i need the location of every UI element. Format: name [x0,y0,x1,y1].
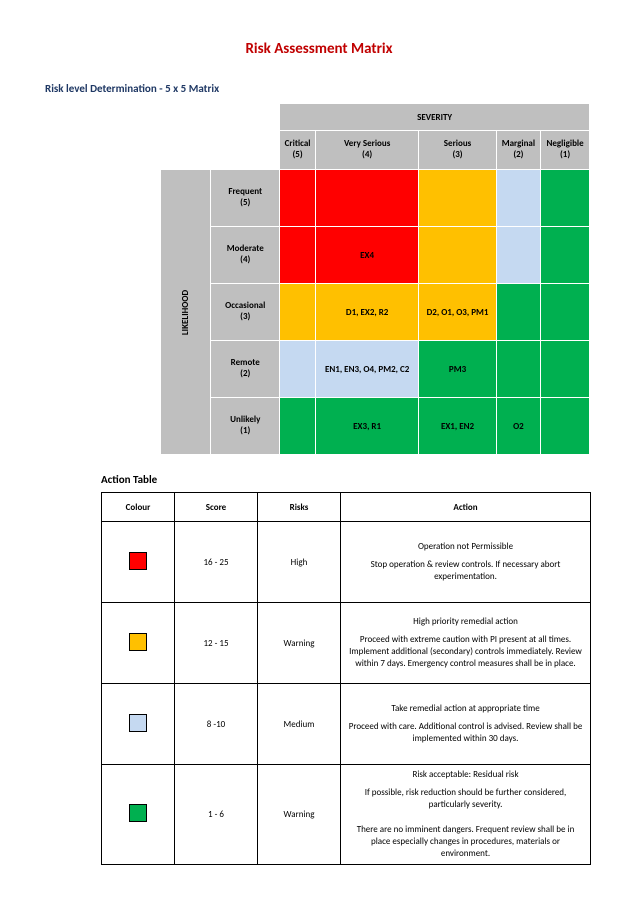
action-header: Action [341,493,591,522]
color-swatch [129,552,147,570]
action-swatch-cell [102,765,175,865]
matrix-cell [541,341,590,398]
matrix-cell: EX3, R1 [315,398,418,455]
matrix-cell [541,170,590,227]
matrix-cell [280,170,316,227]
matrix-cell [496,341,540,398]
severity-col: Critical(5) [280,131,316,170]
action-risk: Warning [258,603,341,684]
matrix-cell [419,227,496,284]
likelihood-row: Frequent(5) [211,170,280,227]
matrix-cell [280,398,316,455]
action-header: Score [175,493,258,522]
action-swatch-cell [102,522,175,603]
matrix-cell [419,170,496,227]
matrix-cell: D2, O1, O3, PM1 [419,284,496,341]
matrix-cell [496,170,540,227]
page-title: Risk Assessment Matrix [45,40,593,58]
matrix-cell [541,227,590,284]
matrix-cell [280,284,316,341]
action-score: 1 - 6 [175,765,258,865]
color-swatch [129,714,147,732]
color-swatch [129,633,147,651]
action-score: 16 - 25 [175,522,258,603]
action-description: High priority remedial actionProceed wit… [341,603,591,684]
action-description: Operation not PermissibleStop operation … [341,522,591,603]
matrix-cell [541,398,590,455]
likelihood-row: Occasional(3) [211,284,280,341]
action-description: Take remedial action at appropriate time… [341,684,591,765]
action-header: Risks [258,493,341,522]
matrix-cell: EN1, EN3, O4, PM2, C2 [315,341,418,398]
likelihood-header: LIKELIHOOD [161,170,211,455]
severity-col: Very Serious(4) [315,131,418,170]
matrix-cell [496,227,540,284]
severity-col: Negligible(1) [541,131,590,170]
likelihood-row: Moderate(4) [211,227,280,284]
matrix-cell: D1, EX2, R2 [315,284,418,341]
matrix-cell [280,341,316,398]
severity-header: SEVERITY [280,104,590,131]
risk-matrix: SEVERITYCritical(5)Very Serious(4)Seriou… [160,103,593,455]
action-description: Risk acceptable: Residual riskIf possibl… [341,765,591,865]
action-table: ColourScoreRisksAction 16 - 25HighOperati… [101,492,591,865]
action-swatch-cell [102,603,175,684]
matrix-cell: EX1, EN2 [419,398,496,455]
action-score: 12 - 15 [175,603,258,684]
action-risk: Medium [258,684,341,765]
likelihood-row: Remote(2) [211,341,280,398]
matrix-cell [496,284,540,341]
severity-col: Serious(3) [419,131,496,170]
action-header: Colour [102,493,175,522]
matrix-cell: PM3 [419,341,496,398]
matrix-cell [315,170,418,227]
matrix-cell: EX4 [315,227,418,284]
matrix-cell: O2 [496,398,540,455]
color-swatch [129,804,147,822]
matrix-cell [280,227,316,284]
matrix-cell [541,284,590,341]
action-score: 8 -10 [175,684,258,765]
subtitle: Risk level Determination - 5 x 5 Matrix [45,82,593,95]
likelihood-row: Unlikely(1) [211,398,280,455]
action-risk: Warning [258,765,341,865]
action-swatch-cell [102,684,175,765]
severity-col: Marginal(2) [496,131,540,170]
action-risk: High [258,522,341,603]
action-table-title: Action Table [101,473,593,486]
